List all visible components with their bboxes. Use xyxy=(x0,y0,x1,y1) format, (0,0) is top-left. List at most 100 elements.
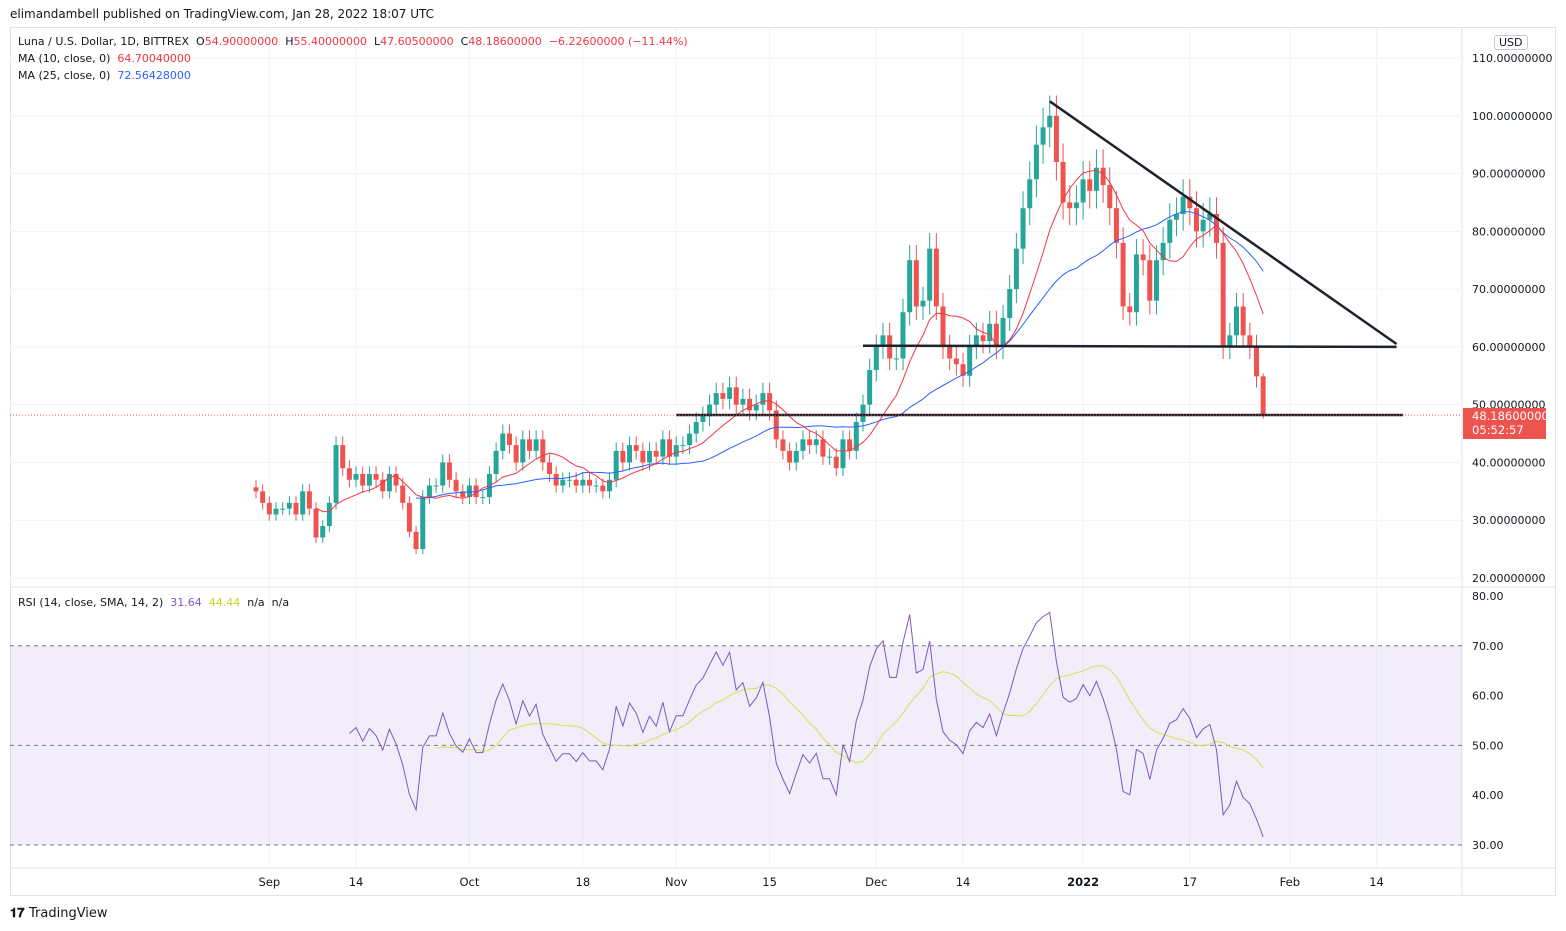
rsi-tick: 60.00 xyxy=(1472,690,1504,703)
candle-body xyxy=(1233,306,1239,336)
candle-body xyxy=(573,479,579,486)
candle-body xyxy=(733,387,739,405)
candle-body xyxy=(1160,242,1166,261)
bar-countdown: 05:52:57 xyxy=(1472,423,1524,437)
candle-body xyxy=(1053,115,1059,162)
candle-body xyxy=(860,404,866,422)
candle-body xyxy=(1027,179,1033,209)
candle-body xyxy=(1073,202,1079,209)
candle-body xyxy=(807,439,813,446)
low-label: L xyxy=(373,35,381,48)
ma25-legend[interactable]: MA (25, close, 0) 72.56428000 xyxy=(18,69,191,82)
candle-body xyxy=(1200,219,1206,232)
time-tick: 17 xyxy=(1182,875,1197,889)
candle-body xyxy=(260,491,266,503)
candle-body xyxy=(333,445,339,503)
candle-body xyxy=(1133,254,1139,313)
candle-body xyxy=(713,393,719,405)
candle-body xyxy=(1127,306,1133,313)
rsi-tick: 30.00 xyxy=(1472,839,1504,852)
candle-body xyxy=(346,468,352,480)
price-tick: 20.00000000 xyxy=(1472,572,1545,585)
candle-body xyxy=(893,358,899,360)
ma10-label: MA (10, close, 0) xyxy=(18,52,111,65)
candle-body xyxy=(753,404,759,411)
candle-body xyxy=(360,473,366,486)
time-tick: 14 xyxy=(956,875,971,889)
candle-body xyxy=(1220,242,1226,347)
tradingview-logo[interactable]: 𝟏𝟕 TradingView xyxy=(10,906,108,921)
candle-body xyxy=(520,439,526,463)
candle-body xyxy=(493,450,499,474)
candle-body xyxy=(927,248,933,301)
candle-body xyxy=(700,416,706,422)
candle-body xyxy=(1167,219,1173,243)
candle-body xyxy=(1260,376,1266,416)
candle-body xyxy=(980,335,986,342)
candle-body xyxy=(960,364,966,376)
candle-body xyxy=(933,248,939,307)
candle-body xyxy=(947,346,953,359)
candle-body xyxy=(900,312,906,359)
candle-body xyxy=(540,439,546,463)
low-value: 47.60500000 xyxy=(380,35,454,48)
candle-body xyxy=(1207,213,1213,220)
time-tick: 18 xyxy=(576,875,591,889)
rsi-na-1: n/a xyxy=(247,596,265,609)
candle-body xyxy=(533,439,539,451)
candle-body xyxy=(1140,254,1146,261)
candle-body xyxy=(967,346,973,376)
candle-body xyxy=(293,502,299,515)
candle-body xyxy=(973,335,979,347)
candle-body xyxy=(526,439,532,451)
tv-logo-icon: 𝟏𝟕 xyxy=(10,906,25,921)
candle-body xyxy=(253,487,259,492)
rsi-na-2: n/a xyxy=(271,596,290,609)
resistance-trendline xyxy=(1049,100,1398,346)
candle-body xyxy=(320,525,326,538)
last-price-value: 48.18600000 xyxy=(1472,409,1549,423)
candle-body xyxy=(820,439,826,457)
candle-body xyxy=(426,485,432,498)
candle-body xyxy=(987,323,993,342)
rsi-legend[interactable]: RSI (14, close, SMA, 14, 2) 31.64 44.44 … xyxy=(18,596,289,609)
time-tick: Dec xyxy=(865,875,887,889)
neckline-drawing xyxy=(862,344,1397,349)
candle-body xyxy=(1193,208,1199,232)
candle-body xyxy=(633,445,639,451)
last-price-badge: 48.18600000 05:52:57 xyxy=(1463,408,1549,439)
candle-body xyxy=(546,462,552,474)
candle-body xyxy=(1113,208,1119,243)
rsi-tick: 70.00 xyxy=(1472,640,1504,653)
time-tick: 14 xyxy=(349,875,364,889)
candle-body xyxy=(1180,196,1186,214)
candle-body xyxy=(800,439,806,451)
candle-body xyxy=(833,456,839,469)
price-tick: 90.00000000 xyxy=(1472,168,1545,181)
candle-body xyxy=(560,479,566,486)
rsi-sma-value: 44.44 xyxy=(208,596,241,609)
candle-body xyxy=(480,497,486,499)
candle-body xyxy=(593,485,599,487)
candle-body xyxy=(627,445,633,463)
currency-button[interactable]: USD xyxy=(1494,35,1528,50)
candle-body xyxy=(867,369,873,405)
candle-body xyxy=(1107,185,1113,209)
candle-body xyxy=(660,439,666,457)
ma10-value: 64.70040000 xyxy=(117,52,191,65)
candle-body xyxy=(1013,248,1019,290)
chart-frame xyxy=(10,27,1556,896)
candle-body xyxy=(1254,346,1259,377)
candle-body xyxy=(680,445,686,447)
rsi-line xyxy=(349,611,1264,838)
candle-body xyxy=(907,260,913,313)
candle-body xyxy=(773,410,779,440)
candle-body xyxy=(313,508,319,538)
candle-body xyxy=(406,502,412,532)
ma10-legend[interactable]: MA (10, close, 0) 64.70040000 xyxy=(18,52,191,65)
candle-body xyxy=(413,531,419,550)
high-label: H xyxy=(285,35,294,48)
open-label: O xyxy=(196,35,205,48)
candle-body xyxy=(440,462,446,486)
